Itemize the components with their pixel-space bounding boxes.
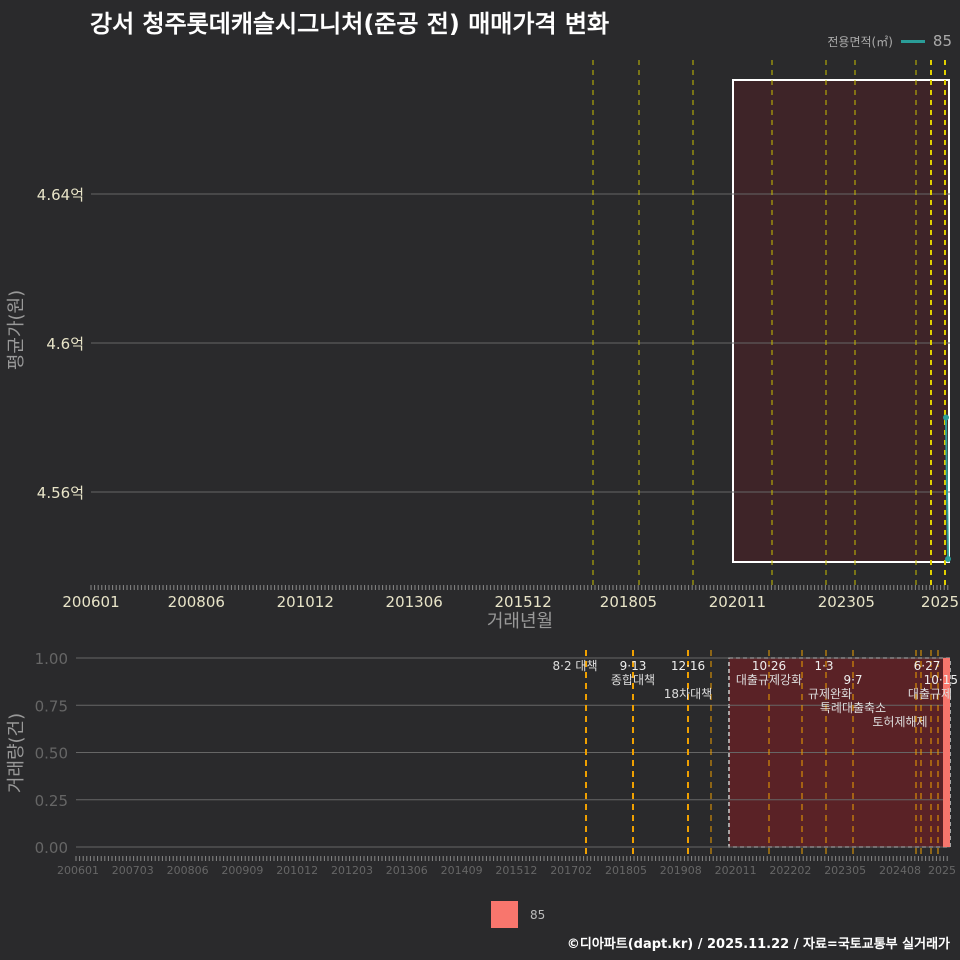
event-date-label: 10·15 <box>924 673 958 687</box>
x-tick-label: 200806 <box>168 593 225 611</box>
legend: 전용면적(㎡) 85 <box>827 32 952 50</box>
x-tick-label: 2025 <box>921 593 959 611</box>
x-tick-label: 201306 <box>386 864 428 877</box>
legend-line-swatch <box>900 39 925 43</box>
y-tick-label: 0.00 <box>35 839 68 857</box>
x-tick-label: 200909 <box>221 864 263 877</box>
price-point <box>945 556 951 563</box>
highlight-region <box>732 79 950 563</box>
x-tick-label: 201702 <box>550 864 592 877</box>
y-tick-label: 4.64억 <box>37 186 84 204</box>
x-tick-label: 201012 <box>277 593 334 611</box>
y-tick-label: 0.50 <box>35 745 68 763</box>
y-tick-label: 0.75 <box>35 697 68 715</box>
x-tick-label: 201512 <box>495 864 537 877</box>
y-tick-label: 1.00 <box>35 650 68 668</box>
x-tick-label: 202408 <box>879 864 921 877</box>
y-tick-label: 4.6억 <box>46 335 84 353</box>
event-name-label: 토허제해제 <box>872 715 927 729</box>
x-tick-label: 202305 <box>824 864 866 877</box>
event-date-label: 10·26 <box>752 659 786 673</box>
event-name-label: 8·2 대책 <box>553 658 598 673</box>
footer-credit: ©디아파트(dapt.kr) / 2025.11.22 / 자료=국토교통부 실… <box>566 937 950 952</box>
price-point <box>943 414 949 421</box>
x-tick-label: 201805 <box>605 864 647 877</box>
x-tick-label: 200601 <box>62 593 119 611</box>
y-tick-label: 0.25 <box>35 792 68 810</box>
y-tick-label: 4.56억 <box>37 484 84 502</box>
x-tick-label: 200806 <box>167 864 209 877</box>
legend-title: 전용면적(㎡) <box>827 34 893 49</box>
event-name-label: 종합대책 <box>611 672 655 687</box>
bar <box>943 658 950 847</box>
event-name-label: 특례대출축소 <box>820 701 886 715</box>
bar-legend: 85 <box>491 901 545 928</box>
event-name-label: 대출규제 <box>908 687 952 701</box>
chart-title: 강서 청주롯데캐슬시그니처(준공 전) 매매가격 변화 <box>90 10 610 38</box>
event-date-label: 9·13 <box>620 659 647 673</box>
x-tick-label: 2025 <box>928 864 956 877</box>
bar-legend-item: 85 <box>530 907 546 922</box>
x-tick-label: 202011 <box>709 593 766 611</box>
x-tick-label: 202305 <box>818 593 875 611</box>
x-tick-label: 200703 <box>112 864 154 877</box>
x-tick-label: 201203 <box>331 864 373 877</box>
event-date-label: 9·7 <box>843 673 862 687</box>
x-tick-label: 201512 <box>494 593 551 611</box>
price-line <box>945 417 949 560</box>
x-tick-label: 201805 <box>600 593 657 611</box>
event-name-label: 18차대책 <box>664 686 712 701</box>
y-axis-title: 거래량(건) <box>6 713 27 793</box>
legend-bar-swatch <box>491 901 518 928</box>
x-tick-label: 202011 <box>715 864 757 877</box>
x-tick-label: 202202 <box>769 864 811 877</box>
y-axis-title: 평균가(원) <box>6 290 27 370</box>
x-tick-label: 201306 <box>386 593 443 611</box>
x-tick-label: 201012 <box>276 864 318 877</box>
event-date-label: 12·16 <box>671 659 705 673</box>
x-tick-label: 200601 <box>57 864 99 877</box>
event-date-label: 1·3 <box>814 659 833 673</box>
x-tick-label: 201908 <box>660 864 702 877</box>
event-name-label: 규제완화 <box>808 687 852 701</box>
legend-item: 85 <box>932 32 952 50</box>
x-tick-label: 201409 <box>441 864 483 877</box>
x-axis-title: 거래년월 <box>487 611 553 632</box>
event-date-label: 6·27 <box>914 659 941 673</box>
event-name-label: 대출규제강화 <box>736 673 802 687</box>
